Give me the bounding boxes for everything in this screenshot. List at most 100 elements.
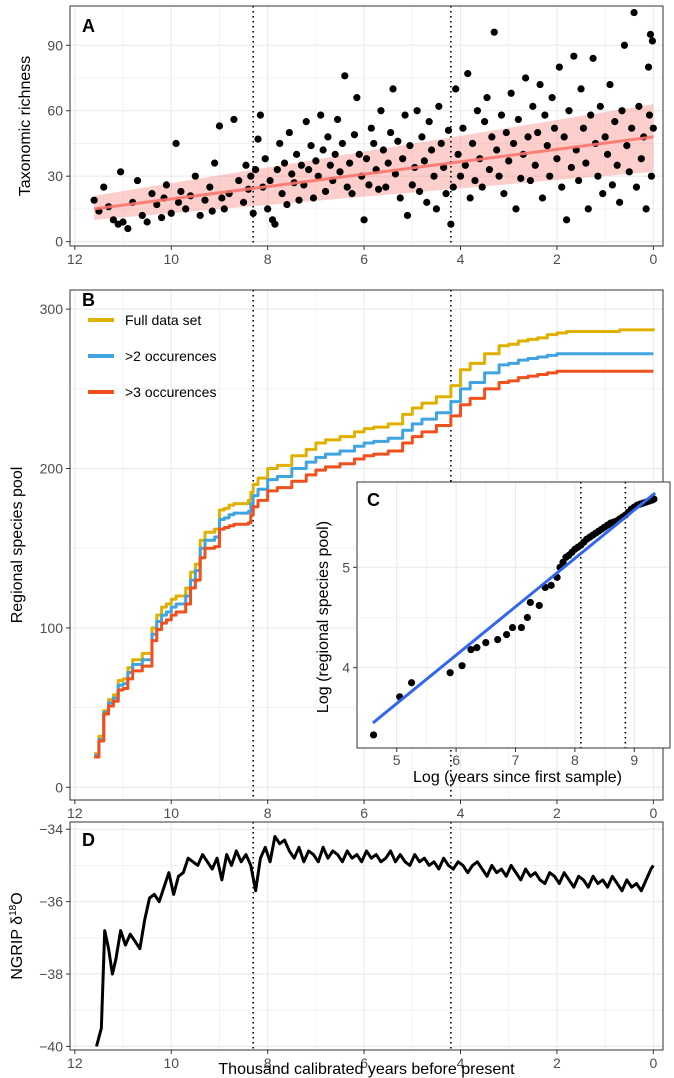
panel-a-point: [531, 161, 539, 169]
panel-a-y-tick-label: 30: [47, 168, 63, 184]
panel-a-x-tick-label: 8: [264, 251, 272, 267]
panel-a-point: [555, 63, 563, 71]
panel-c-x-tick-label: 5: [393, 752, 401, 768]
panel-a-point: [350, 131, 359, 139]
panel-d-x-tick-label: 0: [649, 1055, 657, 1071]
panel-d-y-tick-label: −38: [39, 966, 63, 982]
panel-a-point: [606, 80, 614, 89]
panel-a-point: [485, 166, 494, 174]
panel-b-letter: B: [82, 290, 95, 310]
panel-c-y-tick-label: 4: [342, 660, 350, 676]
panel-a-point: [182, 205, 190, 213]
panel-c-x-tick-label: 6: [452, 752, 460, 768]
panel-a-point: [326, 161, 334, 169]
panel-a-point: [384, 159, 392, 167]
panel-c-point: [482, 639, 490, 647]
panel-a-point: [608, 181, 616, 189]
panel-a-point: [295, 196, 303, 204]
panel-a-point: [483, 94, 491, 102]
panel-a-point: [314, 172, 322, 180]
panel-a-point: [553, 155, 561, 163]
panel-a-point: [423, 198, 431, 206]
panel-c-point: [494, 635, 502, 644]
panel-a-point: [648, 37, 656, 45]
panel-c-point: [446, 669, 454, 677]
panel-a-point: [283, 200, 291, 209]
panel-d-y-tick-label: −40: [39, 1038, 63, 1054]
panel-a-point: [353, 94, 361, 102]
panel-a-point: [495, 172, 503, 180]
panel-a-point: [158, 214, 166, 222]
panel-a-point: [206, 183, 214, 191]
panel-d-y-tick-label: −36: [39, 894, 63, 910]
panel-b-series-line-2: [94, 352, 654, 757]
panel-a-point: [611, 118, 619, 126]
panel-a-point: [442, 190, 450, 198]
panel-a-point: [336, 168, 344, 176]
panel-b-x-tick-label: 10: [163, 805, 179, 821]
panel-a-point: [459, 124, 467, 132]
panel-a-point: [507, 89, 515, 97]
panel-a-point: [355, 150, 363, 158]
panel-a-point: [488, 133, 496, 141]
panel-a-point: [218, 194, 226, 202]
panel-a-point: [468, 139, 477, 148]
panel-a-point: [201, 196, 209, 204]
panel-c-point: [517, 623, 526, 632]
panel-b-x-tick-label: 0: [649, 805, 657, 821]
panel-a-point: [365, 181, 373, 189]
panel-a-point: [230, 115, 238, 124]
panel-a-point: [613, 161, 621, 169]
panel-a-point: [124, 224, 132, 233]
panel-d-y-axis-title-main: NGRIP δ: [9, 916, 26, 980]
panel-a-point: [454, 150, 462, 158]
panel-a-point: [505, 157, 513, 165]
panel-a-point: [623, 142, 631, 150]
panel-a-point: [317, 111, 325, 119]
panel-c-point: [502, 630, 511, 639]
panel-a-point: [247, 172, 255, 180]
panel-a-point: [418, 133, 426, 141]
panel-a-point: [346, 159, 354, 167]
panel-c-point: [369, 731, 378, 739]
panel-c-fit-line: [371, 491, 657, 725]
panel-a-point: [646, 30, 655, 38]
legend-label-1: Full data set: [125, 312, 201, 328]
panel-a-point: [449, 183, 457, 191]
panel-a-point: [321, 187, 330, 196]
panel-a-point: [177, 187, 185, 196]
panel-a-point: [565, 107, 573, 115]
panel-d-y-axis-title-superscript: 18: [8, 904, 19, 916]
panel-a-point: [594, 172, 602, 180]
panel-c-x-tick-label: 8: [571, 752, 579, 768]
panel-b-x-tick-label: 4: [457, 805, 465, 821]
panel-a-point: [512, 205, 520, 213]
panel-a-x-tick-label: 10: [163, 251, 179, 267]
panel-a-point: [473, 107, 481, 115]
panel-a-point: [374, 185, 383, 193]
panel-c-background: [357, 482, 670, 748]
panel-a-point: [249, 209, 257, 217]
panel-a-point: [538, 194, 547, 202]
panel-d-y-axis-title-tail: O: [9, 892, 26, 904]
panel-a-point: [452, 85, 460, 93]
panel-a-point: [649, 124, 657, 132]
panel-a-point: [341, 72, 349, 80]
panel-a-point: [242, 161, 250, 169]
panel-a-point: [143, 218, 151, 226]
panel-a-point: [174, 198, 183, 206]
panel-a-point: [90, 196, 98, 204]
panel-d-x-tick-label: 12: [67, 1055, 83, 1071]
panel-a-x-tick-label: 12: [67, 251, 83, 267]
panel-a-point: [616, 198, 624, 206]
panel-a-point: [288, 170, 296, 178]
panel-a-point: [367, 124, 375, 132]
panel-a-y-tick-label: 0: [55, 234, 63, 250]
panel-a-letter: A: [82, 16, 95, 36]
legend-label-3: >3 occurences: [125, 384, 216, 400]
panel-a-point: [550, 124, 559, 132]
panel-b-x-tick-label: 2: [553, 805, 561, 821]
panel-a-point: [456, 172, 465, 180]
panel-a-point: [261, 155, 269, 163]
